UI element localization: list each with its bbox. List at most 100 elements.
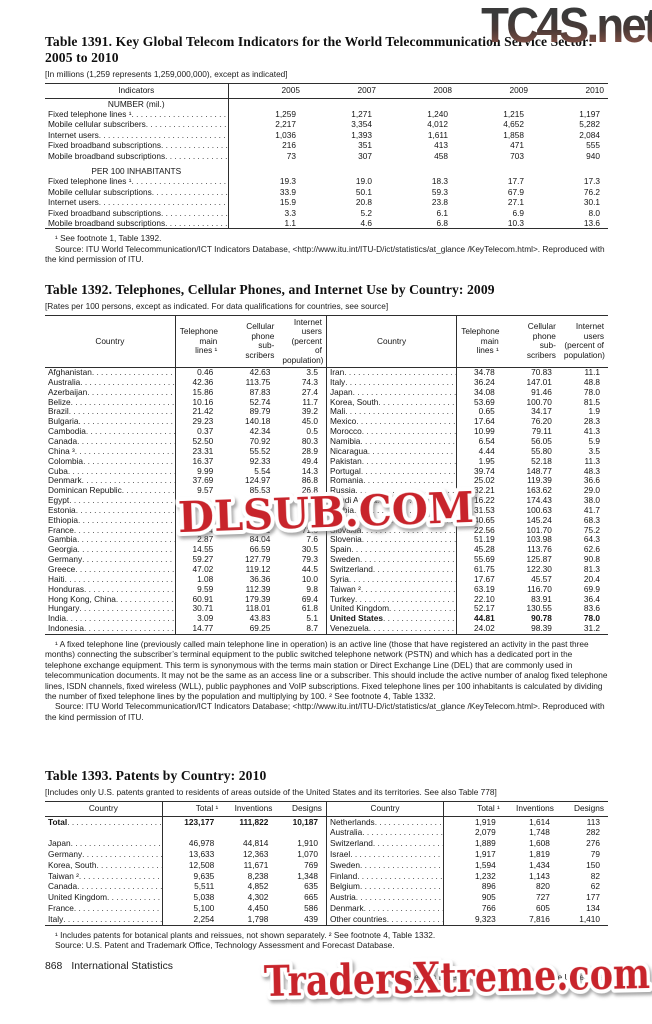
row-label-cell: Germany: [45, 849, 163, 860]
column-header: Cellular phone sub-scribers: [221, 315, 279, 369]
value-cell: 55.80: [531, 446, 552, 456]
row-label-text: Syria: [329, 574, 349, 584]
value-cell: 82: [590, 870, 600, 881]
value-cell: 119.39: [527, 476, 552, 486]
value-cell: 3.5: [278, 367, 327, 378]
row-label: Japan: [330, 388, 456, 398]
value-cell: 112.39: [245, 584, 271, 594]
empty-cell: [304, 98, 380, 109]
section-table-1392: Table 1392. Telephones, Cellular Phones,…: [45, 282, 608, 723]
empty-cell: [380, 98, 456, 109]
value-cell: 18.3: [431, 176, 448, 187]
leader-dots: [165, 151, 227, 161]
value-cell: 13,633: [188, 849, 215, 860]
value-cell: 27.1: [507, 197, 524, 208]
value-cell: 42.34: [249, 427, 271, 437]
row-label-text: Hungary: [48, 604, 80, 614]
value-cell: 4,852: [247, 881, 269, 892]
leader-dots: [356, 417, 455, 427]
row-label: Venezuela: [330, 624, 456, 634]
row-label-text: France: [48, 903, 74, 913]
value-cell: 69.9: [583, 584, 600, 594]
value-cell: 0.37: [197, 427, 214, 437]
leader-dots: [83, 457, 174, 467]
value-cell: 78.0: [583, 387, 600, 397]
value-cell: 37.69: [192, 476, 214, 486]
value-cell: 6.1: [436, 207, 448, 218]
value-cell: 1,259: [275, 108, 296, 119]
row-label-cell: Cuba: [45, 466, 176, 477]
row-label: Taiwan ²: [48, 871, 161, 882]
row-label-text: Internet users: [48, 129, 99, 140]
value-cell: 2,254: [193, 913, 215, 924]
row-label-text: Switzerland: [329, 564, 373, 574]
row-label-cell: Mexico: [326, 417, 458, 428]
row-label-cell: Honduras: [45, 584, 176, 595]
row-label-text: Sweden: [329, 555, 360, 565]
row-label-cell: Total: [45, 816, 163, 828]
value-cell: 52.74: [249, 397, 271, 407]
row-label-text: Belize: [48, 397, 71, 407]
watermark-tc4s: TC4S.net: [481, 0, 652, 52]
column-header: Country: [45, 315, 176, 369]
row-label-cell: Georgia: [45, 545, 176, 556]
value-cell: 471: [510, 140, 524, 151]
row-label-text: Mali: [329, 407, 346, 417]
table-1392-title: Table 1392. Telephones, Cellular Phones,…: [45, 281, 495, 297]
row-label: Pakistan: [330, 457, 456, 467]
value-cell: 1.95: [478, 456, 495, 466]
header-row: Country Telephone main lines ¹ Cellular phone…: [45, 315, 608, 369]
value-cell: 59.3: [431, 186, 448, 197]
row-label-cell: Mobile broadband subscriptions: [45, 150, 229, 161]
row-label: Finland: [330, 871, 443, 882]
value-cell: 4.6: [360, 217, 372, 228]
watermark-dlsub-text: DLSUB.COM: [177, 483, 475, 542]
value-cell: 145.24: [526, 515, 552, 525]
column-header: Country: [45, 801, 163, 817]
value-cell: 30.5: [278, 545, 327, 556]
row-label-cell: Gambia: [45, 535, 176, 546]
value-cell: 5,511: [194, 881, 215, 892]
row-label: United Kingdom: [330, 604, 456, 614]
value-cell: 15.86: [192, 387, 214, 397]
row-label-text: Italy: [329, 377, 346, 387]
row-label-text: Australia: [48, 377, 81, 387]
row-label-text: Saudi Arabia: [329, 496, 378, 506]
row-label-cell: Italy: [45, 913, 163, 926]
leader-dots: [360, 860, 443, 871]
value-cell: 1,070: [276, 849, 327, 860]
value-cell: 5,038: [193, 892, 215, 903]
row-label-text: Portugal: [329, 466, 361, 476]
watermark-tradersxtreme: TradersXtreme.com: [259, 945, 652, 1010]
table-row: Mobile cellular subscribers 2,217 3,354 4,0…: [45, 119, 608, 130]
page-content: Table 1391. Key Global Telecom Indicator…: [45, 34, 608, 972]
value-cell: 124.97: [245, 476, 271, 486]
empty-cell: [304, 161, 380, 176]
column-header: Telephone main lines ¹: [456, 315, 503, 369]
value-cell: 1,748: [529, 827, 550, 838]
value-cell: 6.54: [478, 437, 495, 446]
leader-dots: [77, 881, 161, 892]
value-cell: 113.76: [527, 545, 552, 555]
value-cell: 1.08: [197, 574, 214, 584]
value-cell: 98.39: [531, 624, 552, 634]
row-label-text: Singapore: [329, 515, 368, 525]
value-cell: 113: [586, 816, 600, 827]
leader-dots: [75, 565, 174, 575]
column-header: 2010: [532, 83, 608, 99]
value-cell: 81.5: [583, 397, 600, 407]
section-header: NUMBER (mil.): [45, 98, 229, 109]
leader-dots: [345, 407, 455, 417]
value-cell: 1.9: [588, 407, 600, 417]
table-1392: Country Telephone main lines ¹ Cellular phone…: [45, 314, 608, 635]
row-label-cell: Afghanistan: [45, 367, 176, 378]
value-cell: 130.55: [526, 604, 552, 614]
value-cell: 635: [276, 881, 327, 893]
value-cell: 63.19: [474, 584, 495, 594]
